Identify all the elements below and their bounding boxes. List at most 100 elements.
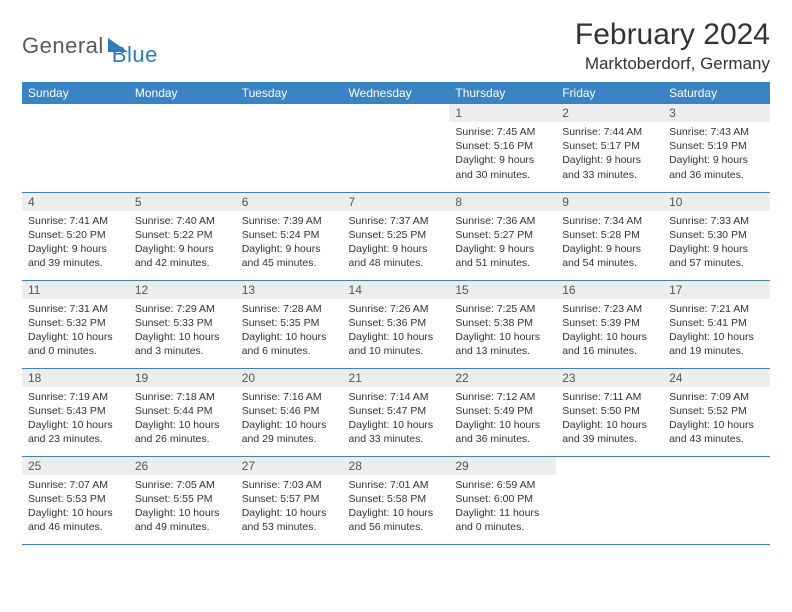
day-number: 23 (556, 369, 663, 387)
day-number: 28 (343, 457, 450, 475)
calendar-cell: 9Sunrise: 7:34 AMSunset: 5:28 PMDaylight… (556, 192, 663, 280)
calendar-cell: 19Sunrise: 7:18 AMSunset: 5:44 PMDayligh… (129, 368, 236, 456)
day-details: Sunrise: 7:37 AMSunset: 5:25 PMDaylight:… (343, 211, 450, 275)
calendar-head: SundayMondayTuesdayWednesdayThursdayFrid… (22, 82, 770, 104)
calendar-cell: 3Sunrise: 7:43 AMSunset: 5:19 PMDaylight… (663, 104, 770, 192)
weekday-header: Tuesday (236, 82, 343, 104)
day-number: 18 (22, 369, 129, 387)
day-details: Sunrise: 7:05 AMSunset: 5:55 PMDaylight:… (129, 475, 236, 539)
day-number: 5 (129, 193, 236, 211)
weekday-header: Monday (129, 82, 236, 104)
calendar-cell: 11Sunrise: 7:31 AMSunset: 5:32 PMDayligh… (22, 280, 129, 368)
title-block: February 2024 Marktoberdorf, Germany (575, 18, 770, 74)
day-details: Sunrise: 7:45 AMSunset: 5:16 PMDaylight:… (449, 122, 556, 186)
day-details: Sunrise: 7:01 AMSunset: 5:58 PMDaylight:… (343, 475, 450, 539)
day-number: 24 (663, 369, 770, 387)
day-number: 15 (449, 281, 556, 299)
day-number: 29 (449, 457, 556, 475)
calendar-cell: 12Sunrise: 7:29 AMSunset: 5:33 PMDayligh… (129, 280, 236, 368)
calendar-cell: 1Sunrise: 7:45 AMSunset: 5:16 PMDaylight… (449, 104, 556, 192)
day-details: Sunrise: 7:40 AMSunset: 5:22 PMDaylight:… (129, 211, 236, 275)
day-details: Sunrise: 7:44 AMSunset: 5:17 PMDaylight:… (556, 122, 663, 186)
calendar-cell: 5Sunrise: 7:40 AMSunset: 5:22 PMDaylight… (129, 192, 236, 280)
calendar-cell: 24Sunrise: 7:09 AMSunset: 5:52 PMDayligh… (663, 368, 770, 456)
calendar-cell: 7Sunrise: 7:37 AMSunset: 5:25 PMDaylight… (343, 192, 450, 280)
day-details: Sunrise: 7:12 AMSunset: 5:49 PMDaylight:… (449, 387, 556, 451)
calendar-cell (556, 456, 663, 544)
day-details: Sunrise: 7:36 AMSunset: 5:27 PMDaylight:… (449, 211, 556, 275)
day-details: Sunrise: 7:26 AMSunset: 5:36 PMDaylight:… (343, 299, 450, 363)
calendar-cell: 13Sunrise: 7:28 AMSunset: 5:35 PMDayligh… (236, 280, 343, 368)
day-number: 21 (343, 369, 450, 387)
calendar-cell: 15Sunrise: 7:25 AMSunset: 5:38 PMDayligh… (449, 280, 556, 368)
calendar-cell: 17Sunrise: 7:21 AMSunset: 5:41 PMDayligh… (663, 280, 770, 368)
calendar-cell: 26Sunrise: 7:05 AMSunset: 5:55 PMDayligh… (129, 456, 236, 544)
calendar-cell (129, 104, 236, 192)
calendar-cell: 22Sunrise: 7:12 AMSunset: 5:49 PMDayligh… (449, 368, 556, 456)
calendar-cell: 8Sunrise: 7:36 AMSunset: 5:27 PMDaylight… (449, 192, 556, 280)
calendar-row: 18Sunrise: 7:19 AMSunset: 5:43 PMDayligh… (22, 368, 770, 456)
day-details: Sunrise: 7:23 AMSunset: 5:39 PMDaylight:… (556, 299, 663, 363)
weekday-header: Friday (556, 82, 663, 104)
month-title: February 2024 (575, 18, 770, 52)
day-details: Sunrise: 7:29 AMSunset: 5:33 PMDaylight:… (129, 299, 236, 363)
calendar-cell: 21Sunrise: 7:14 AMSunset: 5:47 PMDayligh… (343, 368, 450, 456)
day-number: 20 (236, 369, 343, 387)
weekday-header: Thursday (449, 82, 556, 104)
day-details: Sunrise: 7:41 AMSunset: 5:20 PMDaylight:… (22, 211, 129, 275)
day-details: Sunrise: 7:09 AMSunset: 5:52 PMDaylight:… (663, 387, 770, 451)
day-number: 7 (343, 193, 450, 211)
day-details: Sunrise: 7:25 AMSunset: 5:38 PMDaylight:… (449, 299, 556, 363)
calendar-cell (236, 104, 343, 192)
day-number: 4 (22, 193, 129, 211)
day-number: 6 (236, 193, 343, 211)
day-number: 3 (663, 104, 770, 122)
calendar-cell: 2Sunrise: 7:44 AMSunset: 5:17 PMDaylight… (556, 104, 663, 192)
calendar-cell: 28Sunrise: 7:01 AMSunset: 5:58 PMDayligh… (343, 456, 450, 544)
weekday-header: Saturday (663, 82, 770, 104)
calendar-cell: 23Sunrise: 7:11 AMSunset: 5:50 PMDayligh… (556, 368, 663, 456)
calendar-row: 1Sunrise: 7:45 AMSunset: 5:16 PMDaylight… (22, 104, 770, 192)
day-number: 26 (129, 457, 236, 475)
calendar-cell (663, 456, 770, 544)
calendar-row: 25Sunrise: 7:07 AMSunset: 5:53 PMDayligh… (22, 456, 770, 544)
calendar-cell: 4Sunrise: 7:41 AMSunset: 5:20 PMDaylight… (22, 192, 129, 280)
calendar-cell: 29Sunrise: 6:59 AMSunset: 6:00 PMDayligh… (449, 456, 556, 544)
calendar-table: SundayMondayTuesdayWednesdayThursdayFrid… (22, 82, 770, 545)
brand-text-2: Blue (112, 24, 158, 68)
day-details: Sunrise: 7:28 AMSunset: 5:35 PMDaylight:… (236, 299, 343, 363)
calendar-cell: 25Sunrise: 7:07 AMSunset: 5:53 PMDayligh… (22, 456, 129, 544)
day-details: Sunrise: 7:19 AMSunset: 5:43 PMDaylight:… (22, 387, 129, 451)
day-details: Sunrise: 7:33 AMSunset: 5:30 PMDaylight:… (663, 211, 770, 275)
calendar-cell: 18Sunrise: 7:19 AMSunset: 5:43 PMDayligh… (22, 368, 129, 456)
location-label: Marktoberdorf, Germany (575, 54, 770, 74)
day-details: Sunrise: 7:43 AMSunset: 5:19 PMDaylight:… (663, 122, 770, 186)
weekday-header: Wednesday (343, 82, 450, 104)
day-details: Sunrise: 7:18 AMSunset: 5:44 PMDaylight:… (129, 387, 236, 451)
calendar-cell: 27Sunrise: 7:03 AMSunset: 5:57 PMDayligh… (236, 456, 343, 544)
day-number: 25 (22, 457, 129, 475)
brand-text-1: General (22, 33, 104, 59)
day-number: 8 (449, 193, 556, 211)
day-number: 27 (236, 457, 343, 475)
day-number: 14 (343, 281, 450, 299)
weekday-header: Sunday (22, 82, 129, 104)
day-number: 10 (663, 193, 770, 211)
day-details: Sunrise: 7:07 AMSunset: 5:53 PMDaylight:… (22, 475, 129, 539)
day-number: 9 (556, 193, 663, 211)
calendar-cell: 16Sunrise: 7:23 AMSunset: 5:39 PMDayligh… (556, 280, 663, 368)
calendar-cell: 10Sunrise: 7:33 AMSunset: 5:30 PMDayligh… (663, 192, 770, 280)
calendar-cell: 6Sunrise: 7:39 AMSunset: 5:24 PMDaylight… (236, 192, 343, 280)
day-details: Sunrise: 7:21 AMSunset: 5:41 PMDaylight:… (663, 299, 770, 363)
day-number: 11 (22, 281, 129, 299)
day-details: Sunrise: 7:11 AMSunset: 5:50 PMDaylight:… (556, 387, 663, 451)
day-details: Sunrise: 7:16 AMSunset: 5:46 PMDaylight:… (236, 387, 343, 451)
day-number: 13 (236, 281, 343, 299)
day-number: 22 (449, 369, 556, 387)
calendar-row: 11Sunrise: 7:31 AMSunset: 5:32 PMDayligh… (22, 280, 770, 368)
brand-logo: General Blue (22, 18, 158, 68)
calendar-cell: 20Sunrise: 7:16 AMSunset: 5:46 PMDayligh… (236, 368, 343, 456)
day-details: Sunrise: 7:31 AMSunset: 5:32 PMDaylight:… (22, 299, 129, 363)
calendar-row: 4Sunrise: 7:41 AMSunset: 5:20 PMDaylight… (22, 192, 770, 280)
weekday-row: SundayMondayTuesdayWednesdayThursdayFrid… (22, 82, 770, 104)
